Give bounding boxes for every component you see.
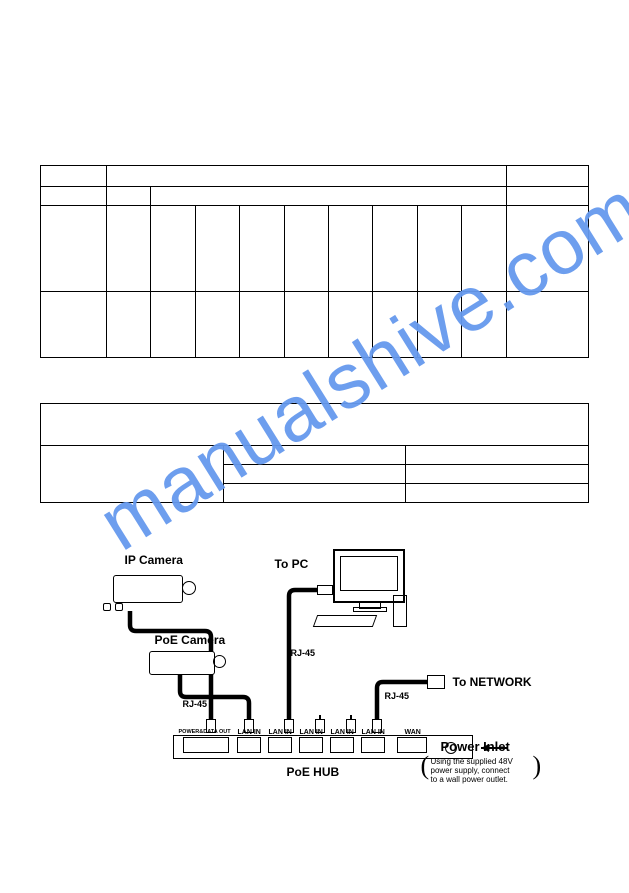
hub-port-out-label: POWER&DATA OUT (179, 729, 231, 735)
spec-table-1 (40, 165, 589, 358)
rj45-label: RJ-45 (291, 648, 316, 658)
connection-diagram: IP Camera To PC PoE Camera To NETWORK RJ… (85, 551, 545, 801)
table-row (41, 187, 589, 206)
spec-table-2 (40, 403, 589, 503)
rj45-label: RJ-45 (385, 691, 410, 701)
power-inlet-label: Power Inlet (441, 739, 510, 754)
pc-tower-icon (393, 595, 407, 627)
ip-camera-label: IP Camera (125, 553, 183, 567)
ip-camera-lens-icon (182, 581, 196, 595)
hub-port-lan-label: LAN IN (269, 729, 292, 736)
power-note-1: Using the supplied 48V (431, 757, 513, 766)
pc-keyboard-icon (312, 615, 376, 627)
hub-port-lan-label: LAN IN (362, 729, 385, 736)
page-content: IP Camera To PC PoE Camera To NETWORK RJ… (0, 0, 629, 831)
paren-right-icon: ) (533, 751, 542, 781)
poe-camera-lens-icon (213, 655, 226, 668)
ip-camera-icon (113, 575, 183, 603)
power-note-2: power supply, connect (431, 766, 510, 775)
hub-port-icon (299, 737, 323, 753)
power-note-3: to a wall power outlet. (431, 775, 508, 784)
table-row (41, 206, 589, 292)
to-pc-label: To PC (275, 557, 309, 571)
ip-camera-connector-icon (115, 603, 123, 611)
hub-port-icon (330, 737, 354, 753)
network-plug-icon (427, 675, 445, 689)
to-network-label: To NETWORK (453, 675, 532, 689)
poe-hub-label: PoE HUB (287, 765, 340, 779)
hub-port-icon (361, 737, 385, 753)
hub-port-lan-label: LAN IN (331, 729, 354, 736)
hub-port-wan-label: WAN (405, 729, 421, 736)
pc-port-icon (317, 585, 333, 595)
hub-port-lan-label: LAN IN (300, 729, 323, 736)
paren-left-icon: ( (421, 751, 430, 781)
rj45-label: RJ-45 (183, 699, 208, 709)
hub-port-icon (268, 737, 292, 753)
table-row (41, 166, 589, 187)
hub-port-lan-label: LAN IN (238, 729, 261, 736)
hub-port-icon (237, 737, 261, 753)
poe-camera-icon (149, 651, 215, 675)
pc-base-icon (353, 607, 387, 612)
poe-camera-label: PoE Camera (155, 633, 226, 647)
table-row (41, 292, 589, 358)
table-row (41, 446, 589, 465)
table-row (41, 404, 589, 446)
hub-port-icon (183, 737, 229, 753)
ip-camera-connector-icon (103, 603, 111, 611)
